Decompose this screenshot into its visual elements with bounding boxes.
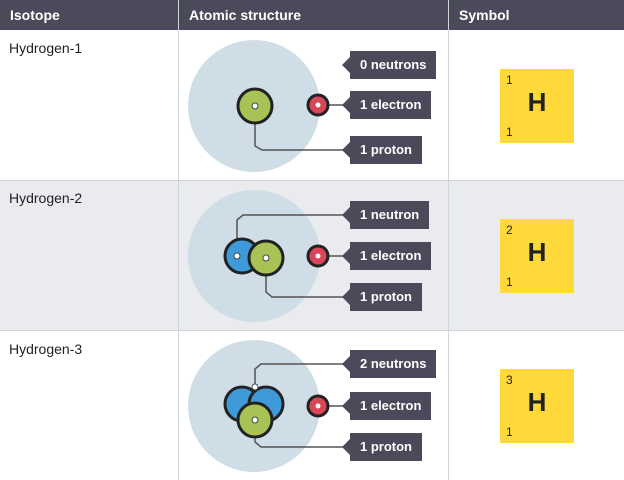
- electron-center-dot: [315, 253, 321, 259]
- isotope-name: Hydrogen-1: [9, 40, 83, 56]
- atomic-number: 1: [506, 275, 513, 289]
- atom-hydrogen-2: [188, 190, 343, 322]
- element-symbol-box: 3 H 1: [500, 369, 574, 443]
- atomic-number: 1: [506, 125, 513, 139]
- proton-center-dot: [251, 102, 259, 110]
- proton-center-dot: [251, 416, 259, 424]
- neutron-count-label: 2 neutrons: [341, 350, 437, 378]
- atom-hydrogen-1: [188, 40, 343, 172]
- row-divider: [0, 330, 624, 331]
- header-atomic-structure: Atomic structure: [179, 0, 448, 30]
- neutron-count-label: 0 neutrons: [341, 51, 437, 79]
- isotope-name: Hydrogen-3: [9, 341, 83, 357]
- electron-center-dot: [315, 102, 321, 108]
- proton-count-label: 1 proton: [342, 433, 422, 461]
- column-divider: [448, 0, 449, 480]
- mass-number: 2: [506, 223, 513, 237]
- neutron-leader-line: [236, 214, 343, 256]
- proton-leader-line: [254, 106, 343, 151]
- element-symbol-box: 1 H 1: [500, 69, 574, 143]
- element-letter: H: [527, 387, 547, 417]
- proton-center-dot: [262, 254, 270, 262]
- neutron-center-dot: [233, 252, 241, 260]
- atomic-number: 1: [506, 425, 513, 439]
- neutron-count-label: 1 neutron: [341, 201, 430, 229]
- proton-count-label: 1 proton: [342, 136, 422, 164]
- electron-count-label: 1 electron: [341, 91, 432, 119]
- header-symbol: Symbol: [449, 0, 624, 30]
- row-divider: [0, 180, 624, 181]
- atom-hydrogen-3: [188, 340, 343, 472]
- neutron-leader-line: [254, 363, 343, 387]
- header-isotope: Isotope: [0, 0, 178, 30]
- neutron-center-dot: [251, 383, 259, 391]
- element-letter: H: [527, 237, 547, 267]
- column-divider: [178, 0, 179, 480]
- proton-count-label: 1 proton: [342, 283, 422, 311]
- electron-count-label: 1 electron: [341, 242, 432, 270]
- electron-center-dot: [315, 403, 321, 409]
- element-symbol-box: 2 H 1: [500, 219, 574, 293]
- electron-count-label: 1 electron: [341, 392, 432, 420]
- mass-number: 3: [506, 373, 513, 387]
- element-letter: H: [527, 87, 547, 117]
- isotope-name: Hydrogen-2: [9, 190, 83, 206]
- mass-number: 1: [506, 73, 513, 87]
